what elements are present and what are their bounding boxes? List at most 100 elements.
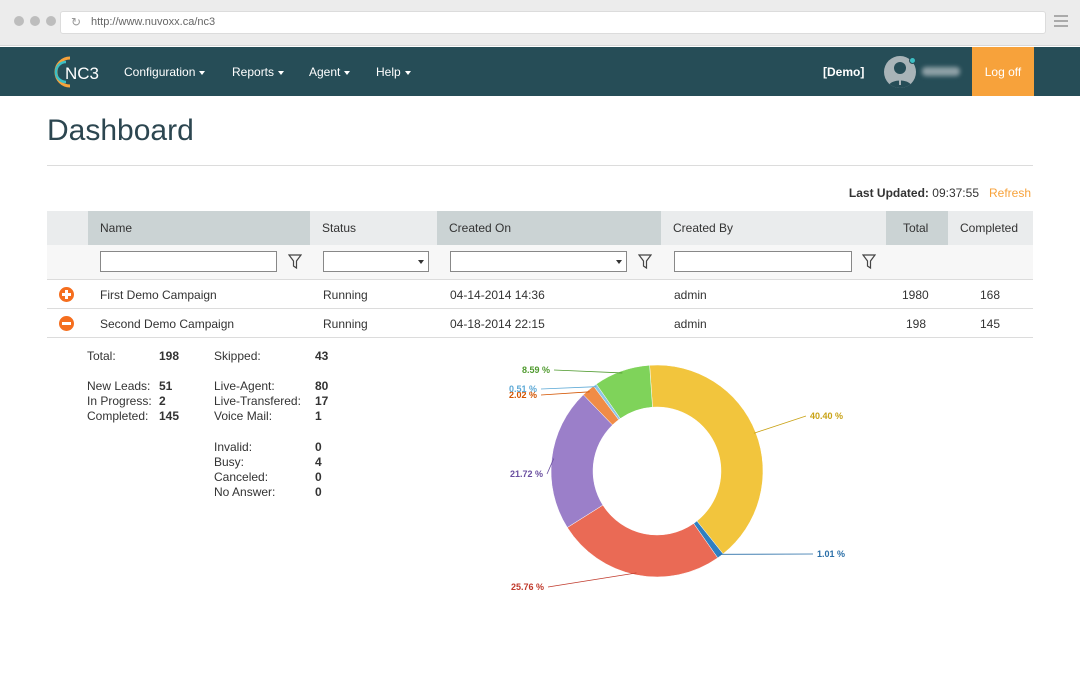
select-arrow-icon	[418, 260, 424, 264]
column-header-total[interactable]: Total	[886, 211, 948, 245]
column-header-name[interactable]: Name	[88, 211, 310, 245]
donut-slice[interactable]	[649, 364, 764, 555]
campaign-created-on: 04-14-2014 14:36	[450, 288, 545, 302]
filter-icon[interactable]	[638, 254, 652, 270]
stat-completed-value: 145	[159, 409, 180, 423]
main-navbar: NC3 Configuration Reports Agent Help [De…	[0, 47, 1080, 96]
close-window-button[interactable]	[14, 16, 24, 26]
status-filter-select[interactable]	[323, 251, 429, 272]
stat-new-leads-label: New Leads:	[87, 379, 151, 393]
campaign-donut-chart: 40.40 % 1.01 % 25.76 % 21.72 % 2.02 %0.51 % 8…	[509, 364, 845, 592]
nav-configuration-label: Configuration	[124, 65, 196, 79]
stat-in-progress-label: In Progress:	[87, 394, 152, 408]
filter-icon[interactable]	[288, 254, 302, 270]
stat-invalid-value: 0	[315, 440, 322, 454]
nav-reports-label: Reports	[232, 65, 275, 79]
created-on-filter-select[interactable]	[450, 251, 627, 272]
browser-toolbar: ↻ http://www.nuvoxx.ca/nc3	[0, 0, 1080, 46]
campaign-name[interactable]: Second Demo Campaign	[100, 317, 235, 331]
stat-canceled-value: 0	[315, 470, 322, 484]
table-row[interactable]: First Demo Campaign Running 04-14-2014 1…	[47, 280, 1033, 309]
user-icon	[888, 62, 912, 88]
column-header-completed[interactable]: Completed	[960, 221, 1019, 235]
last-updated: Last Updated: 09:37:55	[849, 186, 979, 200]
collapse-icon[interactable]	[59, 316, 74, 331]
campaign-name[interactable]: First Demo Campaign	[100, 288, 217, 302]
campaign-total: 198	[906, 317, 927, 331]
nav-reports[interactable]: Reports	[232, 65, 285, 79]
column-header-created-on[interactable]: Created On	[437, 211, 661, 245]
nav-configuration[interactable]: Configuration	[124, 65, 206, 79]
title-divider	[47, 165, 1033, 166]
chevron-down-icon	[344, 70, 351, 75]
url-text[interactable]: http://www.nuvoxx.ca/nc3	[91, 16, 216, 28]
minimize-window-button[interactable]	[30, 16, 40, 26]
name-filter-input[interactable]	[100, 251, 277, 272]
donut-slice-label: 40.40 %	[810, 411, 843, 421]
browser-menu-icon[interactable]	[1054, 15, 1068, 30]
stat-new-leads-value: 51	[159, 379, 173, 393]
campaign-total: 1980	[902, 288, 929, 302]
stat-live-transfered-value: 17	[315, 394, 329, 408]
stat-voice-mail-value: 1	[315, 409, 322, 423]
last-updated-label: Last Updated:	[848, 186, 929, 200]
donut-leader-line	[547, 572, 637, 588]
nav-agent-label: Agent	[309, 65, 341, 79]
campaign-status: Running	[323, 288, 368, 302]
stat-in-progress-value: 2	[159, 394, 166, 408]
donut-leader-line	[540, 386, 597, 390]
refresh-link[interactable]: Refresh	[989, 186, 1032, 200]
stat-no-answer-label: No Answer:	[214, 485, 276, 499]
donut-slice-label: 1.01 %	[817, 549, 845, 559]
nav-help[interactable]: Help	[376, 65, 411, 79]
donut-slice-label: 0.51 %	[509, 384, 537, 394]
stat-busy-value: 4	[315, 455, 322, 469]
campaign-created-by: admin	[674, 288, 707, 302]
logoff-button[interactable]: Log off	[972, 47, 1034, 96]
created-by-filter-input[interactable]	[674, 251, 852, 272]
donut-leader-line	[540, 391, 590, 396]
donut-slice-label: 2.02 %	[509, 390, 537, 400]
donut-leader-line	[753, 415, 807, 434]
stat-skipped-value: 43	[315, 349, 329, 363]
stat-voice-mail-label: Voice Mail:	[214, 409, 273, 423]
maximize-window-button[interactable]	[46, 16, 56, 26]
address-bar[interactable]: ↻ http://www.nuvoxx.ca/nc3	[60, 11, 1046, 34]
stat-total-value: 198	[159, 349, 180, 363]
stat-invalid-label: Invalid:	[214, 440, 253, 454]
donut-slice-label: 21.72 %	[510, 469, 543, 479]
username-blurred	[922, 67, 960, 76]
donut-slice-label: 8.59 %	[522, 365, 550, 375]
table-header: Name Status Created On Created By Total …	[47, 211, 1033, 245]
stat-live-agent-value: 80	[315, 379, 329, 393]
stat-no-answer-value: 0	[315, 485, 322, 499]
donut-slice[interactable]	[566, 504, 719, 578]
donut-leader-line	[546, 458, 555, 475]
filter-icon[interactable]	[862, 254, 876, 270]
donut-slice[interactable]	[595, 364, 653, 419]
donut-slice-label: 25.76 %	[511, 582, 544, 592]
expand-icon[interactable]	[59, 287, 74, 302]
column-header-status[interactable]: Status	[322, 221, 357, 235]
stat-skipped-label: Skipped:	[214, 349, 261, 363]
stat-completed-label: Completed:	[87, 409, 149, 423]
nav-agent[interactable]: Agent	[309, 65, 351, 79]
stat-total-label: Total:	[87, 349, 116, 363]
campaign-completed: 168	[980, 288, 1001, 302]
donut-leader-line	[553, 369, 623, 374]
nc3-logo[interactable]: NC3	[50, 54, 112, 90]
stat-canceled-label: Canceled:	[214, 470, 269, 484]
table-row[interactable]: Second Demo Campaign Running 04-18-2014 …	[47, 309, 1033, 338]
campaign-status: Running	[323, 317, 368, 331]
chevron-down-icon	[199, 70, 206, 75]
reload-icon[interactable]: ↻	[71, 15, 82, 29]
campaign-created-by: admin	[674, 317, 707, 331]
select-arrow-icon	[616, 260, 622, 264]
last-updated-time: 09:37:55	[932, 186, 979, 200]
campaign-created-on: 04-18-2014 22:15	[450, 317, 545, 331]
stat-live-agent-label: Live-Agent:	[214, 379, 275, 393]
page-title: Dashboard	[47, 114, 194, 147]
stat-live-transfered-label: Live-Transfered:	[214, 394, 301, 408]
column-header-created-by[interactable]: Created By	[673, 221, 734, 235]
demo-label: [Demo]	[823, 65, 865, 79]
